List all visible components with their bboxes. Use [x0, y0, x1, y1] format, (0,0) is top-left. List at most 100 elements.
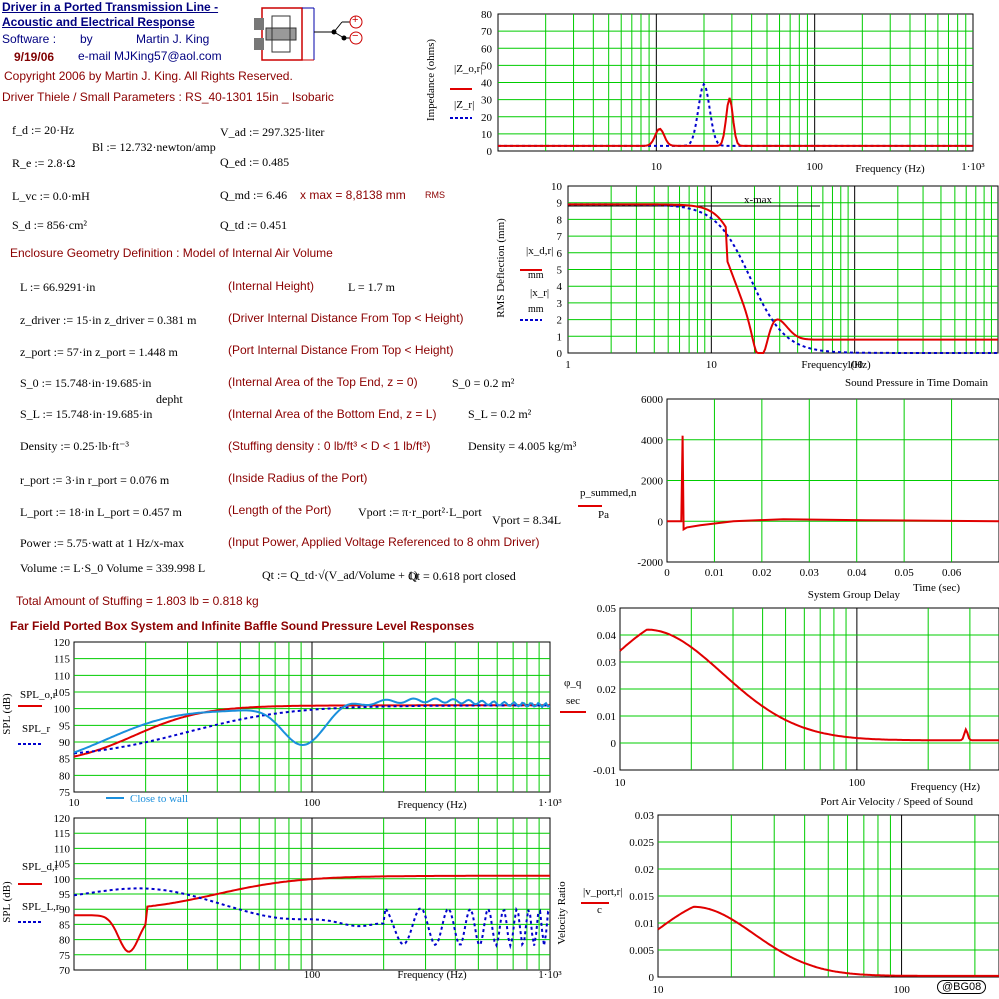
x-tick-label: 1·10³: [961, 161, 985, 173]
y-tick-label: 80: [481, 9, 493, 21]
author-name: Martin J. King: [136, 32, 210, 46]
x-tick-label: 0.03: [800, 567, 820, 579]
y-tick-label: 3: [557, 298, 563, 310]
enc-row-desc: (Internal Area of the Bottom End, z = L): [228, 407, 437, 421]
y-tick-label: 100: [54, 704, 71, 716]
legend-label: |x_d,r|: [526, 245, 553, 257]
enc-row-right: Qt = 0.618 port closed: [408, 569, 516, 583]
y-tick-label: 9: [557, 198, 563, 210]
series-line: [568, 203, 998, 354]
y-tick-label: 0.02: [597, 684, 616, 696]
legend-label: SPL_o,r: [20, 689, 57, 701]
param-xmax-unit: RMS: [425, 190, 445, 200]
series-line: [619, 628, 999, 742]
x-tick-label: 0.04: [847, 567, 867, 579]
x-tick-label: 0.06: [942, 567, 962, 579]
y-tick-label: 1: [557, 331, 563, 343]
y-axis-label: Impedance (ohms): [425, 39, 437, 121]
y-tick-label: 30: [481, 95, 493, 107]
x-axis-label: Frequency (Hz): [855, 163, 925, 175]
series-line: [73, 704, 550, 758]
port-velocity-chart: 0.03 0.025 0.02 0.015 0.01 0.005 010 100 Port Ai…: [556, 796, 999, 996]
legend-label: |Z_r|: [454, 99, 474, 111]
param-qmd: Q_md := 6.46: [220, 188, 288, 202]
y-tick-label: 10: [481, 129, 493, 141]
param-fd: f_d := 20·Hz: [12, 123, 75, 137]
y-tick-label: 7: [557, 231, 563, 243]
x-axis-label: Frequency (Hz): [801, 359, 871, 371]
x-tick-label: 10: [706, 359, 718, 371]
x-axis-label: Frequency (Hz): [397, 969, 467, 981]
y-tick-label: -2000: [637, 557, 663, 569]
y-tick-label: 0: [658, 516, 664, 528]
y-tick-label: 0.015: [629, 891, 654, 903]
enc-row-right: L = 1.7 m: [348, 280, 395, 294]
y-tick-label: 90: [59, 737, 71, 749]
y-axis-label: Velocity Ratio: [556, 881, 568, 945]
legend-label: |x_r|: [530, 287, 549, 299]
y-tick-label: 8: [557, 214, 563, 226]
x-axis-label: Frequency (Hz): [911, 781, 981, 793]
x-tick-label: 1·10³: [538, 969, 562, 981]
legend-label-close-to-wall: Close to wall: [130, 793, 188, 805]
series-line: [667, 435, 999, 532]
y-tick-label: 80: [59, 770, 71, 782]
x-tick-label: 10: [69, 797, 81, 809]
x-tick-label: 0.01: [705, 567, 724, 579]
y-tick-label: 60: [481, 43, 493, 55]
x-tick-label: 10: [653, 984, 665, 996]
y-tick-label: 95: [59, 720, 71, 732]
enc-row-desc: (Input Power, Applied Voltage Referenced…: [228, 535, 540, 549]
x-axis-label: Frequency (Hz): [397, 799, 467, 811]
x-tick-label: 100: [893, 984, 910, 996]
y-axis-label: SPL (dB): [1, 881, 13, 923]
legend-label: SPL_L,r: [22, 901, 60, 913]
param-lvc: L_vc := 0.0·mH: [12, 189, 90, 203]
legend-label: φ_q: [564, 677, 582, 689]
y-tick-label: 0: [611, 738, 617, 750]
series-line: [657, 905, 999, 977]
y-tick-label: 85: [59, 754, 71, 766]
enc-row-right: S_0 = 0.2 m²: [452, 376, 515, 390]
enc-row-left: z_driver := 15·in z_driver = 0.381 m: [20, 313, 197, 327]
enc-row-right: Vport := π·r_port²·L_port: [358, 505, 482, 519]
x-tick-label: 100: [806, 161, 823, 173]
x-tick-label: 10: [651, 161, 663, 173]
ts-params-heading: Driver Thiele / Small Parameters : RS_40…: [2, 90, 334, 104]
enc-row-right: S_L = 0.2 m²: [468, 407, 532, 421]
y-tick-label: 4: [557, 281, 563, 293]
enc-row-desc: (Inside Radius of the Port): [228, 471, 368, 485]
y-tick-label: 90: [59, 904, 71, 916]
legend-label: SPL_r: [22, 723, 50, 735]
enc-row-desc: (Length of the Port): [228, 503, 332, 517]
y-tick-label: 80: [59, 935, 71, 947]
enc-row-desc: (Driver Internal Distance From Top < Hei…: [228, 311, 464, 325]
y-tick-label: 115: [54, 828, 71, 840]
x-tick-label: 0.05: [895, 567, 915, 579]
y-tick-label: 50: [481, 60, 493, 72]
param-qtd: Q_td := 0.451: [220, 218, 288, 232]
param-xmax: x max = 8,8138 mm: [300, 188, 406, 202]
y-tick-label: 0.01: [635, 918, 654, 930]
y-tick-label: 70: [481, 26, 493, 38]
y-tick-label: 110: [54, 843, 71, 855]
y-tick-label: 105: [54, 687, 71, 699]
y-tick-label: 5: [557, 265, 563, 277]
legend-unit: Pa: [598, 509, 609, 521]
y-tick-label: 0.005: [629, 945, 654, 957]
xmax-label: x-max: [744, 194, 773, 206]
y-tick-label: 0.03: [635, 810, 655, 822]
y-tick-label: 120: [54, 637, 71, 649]
enc-row-desc: (Internal Area of the Top End, z = 0): [228, 375, 418, 389]
param-sd: S_d := 856·cm²: [12, 218, 88, 232]
bg08-badge: @BG08: [937, 980, 987, 994]
enc-row-desc: (Port Internal Distance From Top < Heigh…: [228, 343, 454, 357]
chart-title: Sound Pressure in Time Domain: [845, 377, 989, 389]
y-tick-label: 75: [59, 950, 71, 962]
x-tick-label: 1: [565, 359, 571, 371]
title-line-2: Acoustic and Electrical Response: [2, 15, 195, 29]
